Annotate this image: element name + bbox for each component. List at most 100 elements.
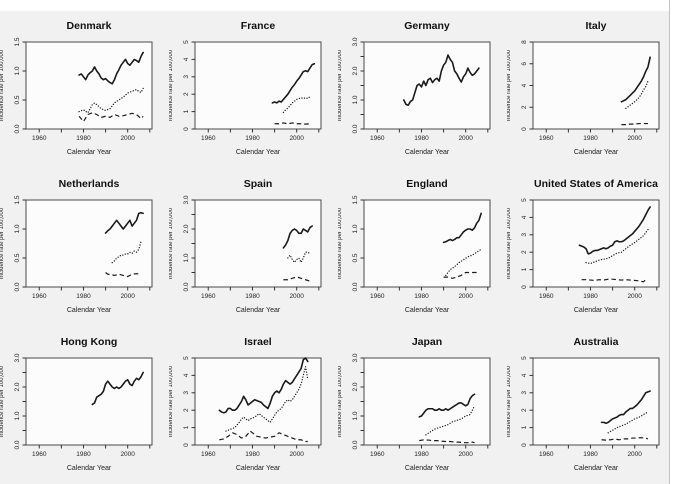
y-axis-label: Incidence rate per 100,000 bbox=[338, 49, 343, 121]
chart-svg-netherlands: Netherlands 0.0 0.5 1.0 1.5 1960 1980 2000 Calen… bbox=[0, 178, 153, 314]
series-line-dotted bbox=[625, 80, 649, 109]
x-tick-label: 1960 bbox=[370, 451, 385, 458]
series-line-dashed bbox=[601, 437, 649, 441]
x-axis-label: Calendar Year bbox=[574, 149, 619, 156]
y-tick-label: 2.0 bbox=[352, 66, 359, 75]
y-axis-label: Incidence rate per 100,000 bbox=[0, 49, 5, 121]
plot-box bbox=[363, 41, 491, 130]
x-tick-label: 1980 bbox=[414, 135, 429, 142]
y-tick-label: 3 bbox=[521, 391, 528, 395]
plot-box bbox=[194, 199, 322, 288]
y-tick-label: 0 bbox=[521, 443, 528, 447]
x-tick-label: 1980 bbox=[583, 293, 598, 300]
x-tick-label: 1980 bbox=[583, 135, 598, 142]
series-line-dotted bbox=[287, 251, 311, 263]
chart-svg-france: France 0 1 2 3 4 5 1960 1980 2000 Calendar Year Inc… bbox=[169, 20, 322, 156]
series-line-dotted bbox=[445, 248, 482, 277]
series-line-dashed bbox=[443, 271, 479, 279]
series-line-solid bbox=[620, 56, 651, 103]
chart-panel-denmark: Denmark 0.0 0.5 1.0 1.5 1960 1980 2000 Calendar … bbox=[0, 11, 169, 169]
series-line-solid bbox=[91, 371, 144, 406]
x-axis-label: Calendar Year bbox=[574, 307, 619, 314]
y-tick-label: 0.0 bbox=[14, 124, 21, 133]
x-tick-label: 2000 bbox=[289, 293, 304, 300]
chart-svg-japan: Japan 0.0 1.0 2.0 3.0 1960 1980 2000 Calendar Ye… bbox=[338, 336, 491, 472]
series-line-dashed bbox=[105, 272, 142, 278]
chart-svg-germany: Germany 0.0 1.0 2.0 3.0 1960 1980 2000 Calendar … bbox=[338, 20, 491, 156]
x-tick-label: 2000 bbox=[289, 135, 304, 142]
series-line-dotted bbox=[282, 96, 311, 114]
y-tick-label: 3 bbox=[183, 75, 190, 79]
x-tick-label: 1980 bbox=[414, 451, 429, 458]
chart-panel-germany: Germany 0.0 1.0 2.0 3.0 1960 1980 2000 Calendar … bbox=[338, 11, 507, 169]
series-line-dotted bbox=[225, 366, 309, 432]
series-line-dashed bbox=[274, 122, 310, 125]
x-tick-label: 2000 bbox=[458, 451, 473, 458]
y-tick-label: 4 bbox=[521, 215, 528, 219]
chart-svg-england: England 0.0 0.5 1.0 1.5 1960 1980 2000 Calendar … bbox=[338, 178, 491, 314]
y-tick-label: 3 bbox=[521, 233, 528, 237]
y-tick-label: 1.0 bbox=[14, 66, 21, 75]
series-line-solid bbox=[104, 211, 144, 234]
x-tick-label: 1980 bbox=[245, 451, 260, 458]
y-tick-label: 1.0 bbox=[183, 253, 190, 262]
series-line-solid bbox=[442, 212, 482, 244]
plot-box bbox=[363, 357, 491, 446]
panel-grid: Denmark 0.0 0.5 1.0 1.5 1960 1980 2000 Calendar … bbox=[0, 11, 676, 484]
plot-box bbox=[532, 357, 660, 446]
series-line-dashed bbox=[419, 439, 475, 444]
chart-svg-united-states-of-america: United States of America 0 1 2 3 4 5 1960 1980 20… bbox=[507, 178, 660, 314]
y-tick-label: 2 bbox=[521, 408, 528, 412]
panel-title: Hong Kong bbox=[61, 336, 118, 348]
plot-box bbox=[532, 199, 660, 288]
plot-box bbox=[25, 199, 153, 288]
chart-panel-japan: Japan 0.0 1.0 2.0 3.0 1960 1980 2000 Calendar Ye… bbox=[338, 327, 507, 484]
x-tick-label: 1960 bbox=[370, 293, 385, 300]
y-axis-label: Incidence rate per 100,000 bbox=[169, 207, 174, 279]
panel-title: France bbox=[241, 20, 276, 32]
y-tick-label: 1 bbox=[521, 425, 528, 429]
y-tick-label: 1.5 bbox=[14, 195, 21, 204]
y-tick-label: 1.0 bbox=[352, 95, 359, 104]
y-tick-label: 6 bbox=[521, 62, 528, 66]
panel-title: England bbox=[406, 178, 447, 190]
y-tick-label: 5 bbox=[183, 40, 190, 44]
y-tick-label: 0.5 bbox=[14, 253, 21, 262]
x-axis-label: Calendar Year bbox=[574, 465, 619, 472]
y-tick-label: 0 bbox=[521, 285, 528, 289]
x-axis-label: Calendar Year bbox=[236, 149, 281, 156]
series-line-solid bbox=[271, 62, 316, 104]
x-tick-label: 1980 bbox=[583, 451, 598, 458]
series-line-dashed bbox=[621, 122, 648, 126]
chart-panel-hong-kong: Hong Kong 0.0 1.0 2.0 3.0 1960 1980 2000 Calenda… bbox=[0, 327, 169, 484]
series-line-dashed bbox=[581, 278, 647, 283]
panel-title: Denmark bbox=[67, 20, 112, 32]
x-axis-label: Calendar Year bbox=[67, 307, 112, 314]
series-line-dashed bbox=[283, 276, 311, 282]
x-tick-label: 1960 bbox=[539, 135, 554, 142]
y-axis-label: Incidence rate per 100,000 bbox=[338, 207, 343, 279]
x-tick-label: 2000 bbox=[627, 451, 642, 458]
y-tick-label: 0.5 bbox=[14, 95, 21, 104]
y-tick-label: 3.0 bbox=[14, 353, 21, 362]
chart-panel-netherlands: Netherlands 0.0 0.5 1.0 1.5 1960 1980 2000 Calen… bbox=[0, 169, 169, 327]
series-line-solid bbox=[78, 51, 144, 85]
chart-panel-israel: Israel 0 1 2 3 4 5 1960 1980 2000 Calendar Year Inc… bbox=[169, 327, 338, 484]
y-tick-label: 2 bbox=[183, 92, 190, 96]
y-tick-label: 5 bbox=[521, 356, 528, 360]
series-line-solid bbox=[282, 225, 313, 249]
y-tick-label: 1.5 bbox=[14, 37, 21, 46]
y-tick-label: 0.0 bbox=[183, 282, 190, 291]
y-tick-label: 1.0 bbox=[14, 224, 21, 233]
y-axis-label: Incidence rate per 100,000 bbox=[338, 365, 343, 437]
series-line-solid bbox=[218, 357, 309, 414]
x-tick-label: 2000 bbox=[627, 293, 642, 300]
y-tick-label: 4 bbox=[521, 83, 528, 87]
panel-title: Germany bbox=[404, 20, 450, 32]
y-tick-label: 2.0 bbox=[14, 382, 21, 391]
plot-box bbox=[25, 41, 153, 130]
chart-panel-england: England 0.0 0.5 1.0 1.5 1960 1980 2000 Calendar … bbox=[338, 169, 507, 327]
chart-panel-italy: Italy 0 2 4 6 8 1960 1980 2000 Calendar Year Incid… bbox=[507, 11, 676, 169]
x-tick-label: 2000 bbox=[120, 293, 135, 300]
chart-svg-hong-kong: Hong Kong 0.0 1.0 2.0 3.0 1960 1980 2000 Calenda… bbox=[0, 336, 153, 472]
